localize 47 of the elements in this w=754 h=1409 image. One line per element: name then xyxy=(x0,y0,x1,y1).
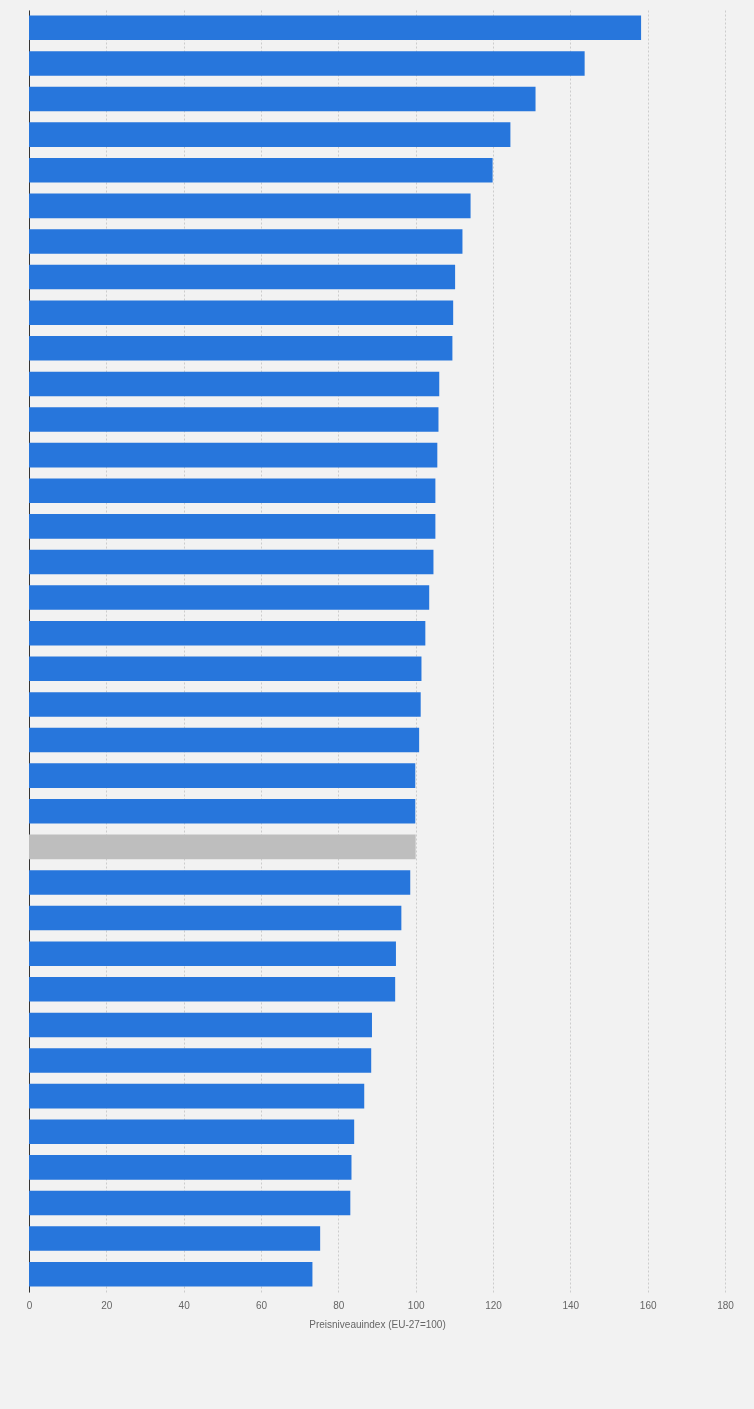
x-tick-label: 40 xyxy=(178,1299,191,1311)
bar xyxy=(29,727,420,753)
bar xyxy=(29,870,411,895)
bar xyxy=(29,407,439,432)
bar xyxy=(29,229,463,254)
bar xyxy=(29,798,416,824)
bar xyxy=(29,1012,372,1038)
bar xyxy=(29,336,453,361)
x-tick-label: 180 xyxy=(717,1299,735,1311)
bar xyxy=(29,834,416,860)
bar xyxy=(29,1190,351,1216)
bar xyxy=(29,371,440,397)
bar xyxy=(29,1048,372,1073)
bar xyxy=(29,1261,313,1287)
bar xyxy=(29,1155,352,1180)
x-tick-label: 60 xyxy=(255,1299,268,1311)
x-tick-label: 20 xyxy=(101,1299,113,1311)
bar xyxy=(29,763,416,788)
bar xyxy=(29,51,585,76)
x-tick-label: 100 xyxy=(407,1299,425,1311)
bar xyxy=(29,122,511,147)
bar xyxy=(29,1083,365,1109)
x-tick-label: 140 xyxy=(562,1299,580,1311)
bar xyxy=(29,549,434,575)
bar xyxy=(29,264,456,290)
x-tick-label: 0 xyxy=(26,1299,33,1311)
bar xyxy=(29,86,536,112)
bar xyxy=(29,442,438,468)
x-tick-label: 80 xyxy=(333,1299,345,1311)
bar xyxy=(29,977,396,1002)
x-tick-label: 160 xyxy=(639,1299,657,1311)
bar xyxy=(29,514,436,539)
bar xyxy=(29,300,454,325)
bar xyxy=(29,478,436,504)
bar xyxy=(29,585,430,610)
bar xyxy=(29,1226,321,1251)
x-tick-label: 120 xyxy=(485,1299,503,1311)
bar xyxy=(29,157,493,183)
bar xyxy=(29,692,421,717)
x-axis-title: Preisniveauindex (EU-27=100) xyxy=(309,1318,446,1330)
bar xyxy=(29,193,471,219)
bar xyxy=(29,905,402,931)
bar xyxy=(29,941,396,966)
bar xyxy=(29,656,422,682)
bar xyxy=(29,15,642,41)
bar xyxy=(29,620,426,646)
bar xyxy=(29,1119,355,1145)
